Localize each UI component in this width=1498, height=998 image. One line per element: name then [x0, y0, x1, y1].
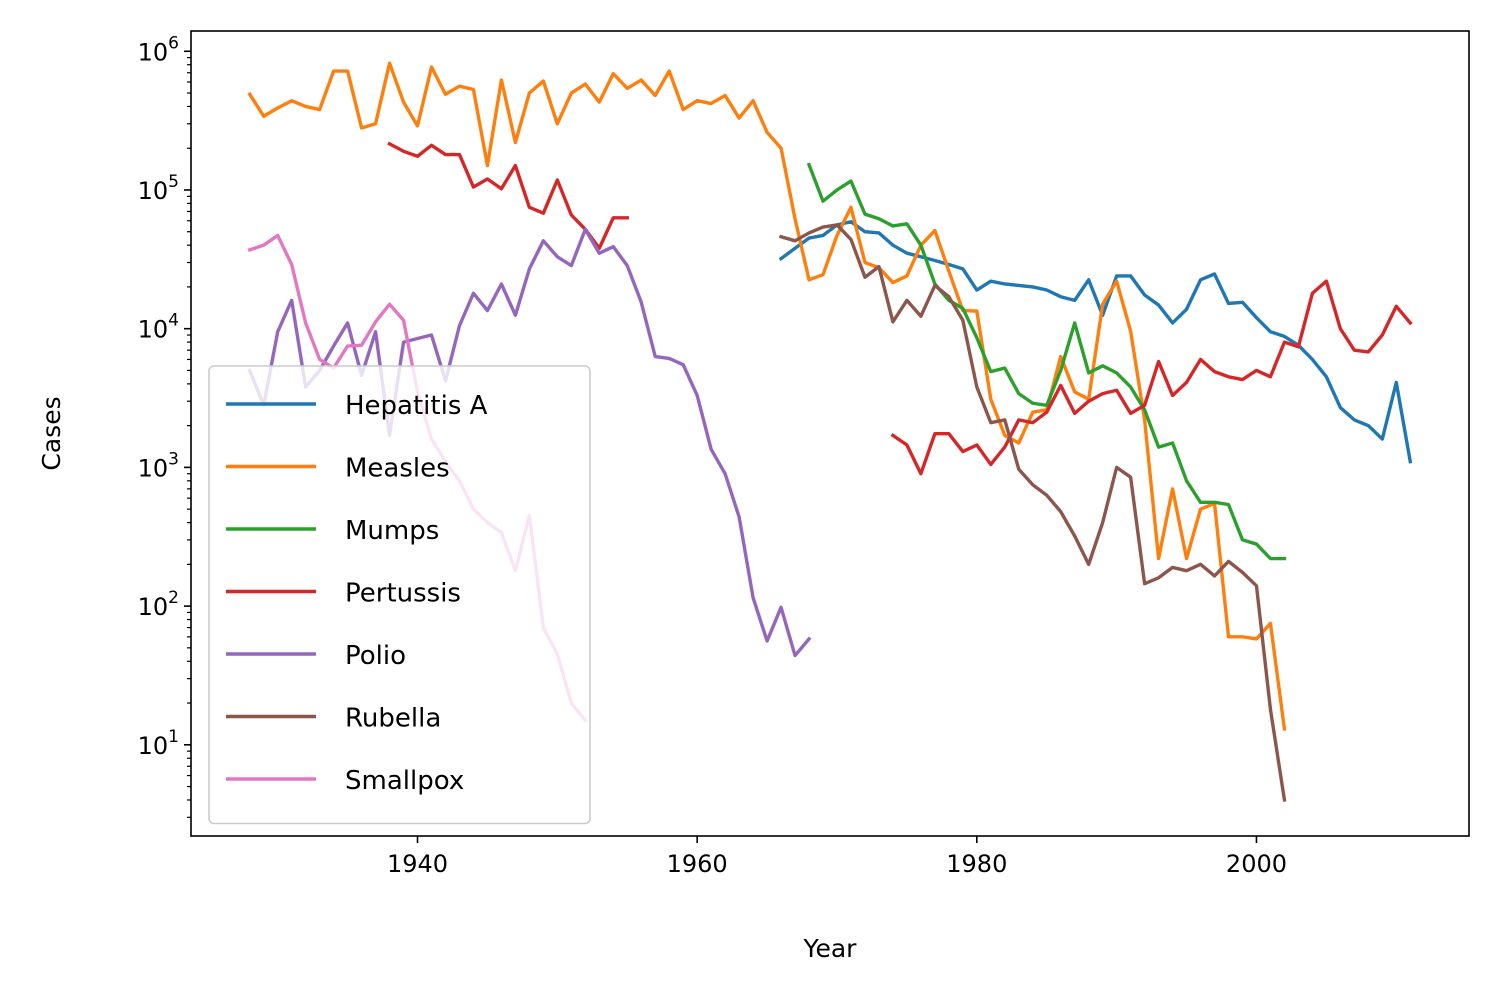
legend-label-hepatitis-a: Hepatitis A — [345, 391, 488, 421]
series-line-pertussis-segment-2 — [890, 279, 1413, 476]
series-line-polio — [247, 227, 812, 658]
y-tick-label: 105 — [138, 172, 179, 205]
series-layer — [247, 61, 1413, 802]
legend-label-pertussis: Pertussis — [345, 579, 461, 609]
y-tick-label: 102 — [138, 588, 179, 621]
y-tick-label: 104 — [138, 311, 179, 344]
legend-label-smallpox: Smallpox — [345, 766, 464, 796]
x-tick-label: 1940 — [387, 850, 448, 878]
legend-label-mumps: Mumps — [345, 516, 439, 546]
x-tick-label: 1960 — [667, 850, 728, 878]
x-tick-label: 1980 — [946, 850, 1007, 878]
plot-frame — [190, 30, 1470, 837]
axes-layer: 1940 1960 1980 2000 101 102 103 104 105 106 — [138, 30, 1470, 878]
series-line-mumps — [806, 162, 1287, 561]
series-line-rubella — [778, 223, 1287, 802]
x-axis-title: Year — [803, 934, 858, 963]
y-tick-label: 101 — [138, 727, 179, 760]
y-tick-label: 106 — [138, 33, 179, 66]
y-axis-title: Cases — [37, 396, 66, 470]
legend-box — [208, 365, 591, 825]
legend-label-measles: Measles — [345, 454, 450, 484]
series-line-hepatitis-a — [778, 220, 1413, 464]
x-tick-label: 2000 — [1226, 850, 1287, 878]
series-line-measles — [247, 61, 1287, 731]
legend: Hepatitis A Measles Mumps Pertussis Polio Rub… — [208, 365, 591, 825]
legend-label-rubella: Rubella — [345, 704, 441, 734]
legend-label-polio: Polio — [345, 641, 406, 671]
y-tick-label: 103 — [138, 449, 179, 482]
